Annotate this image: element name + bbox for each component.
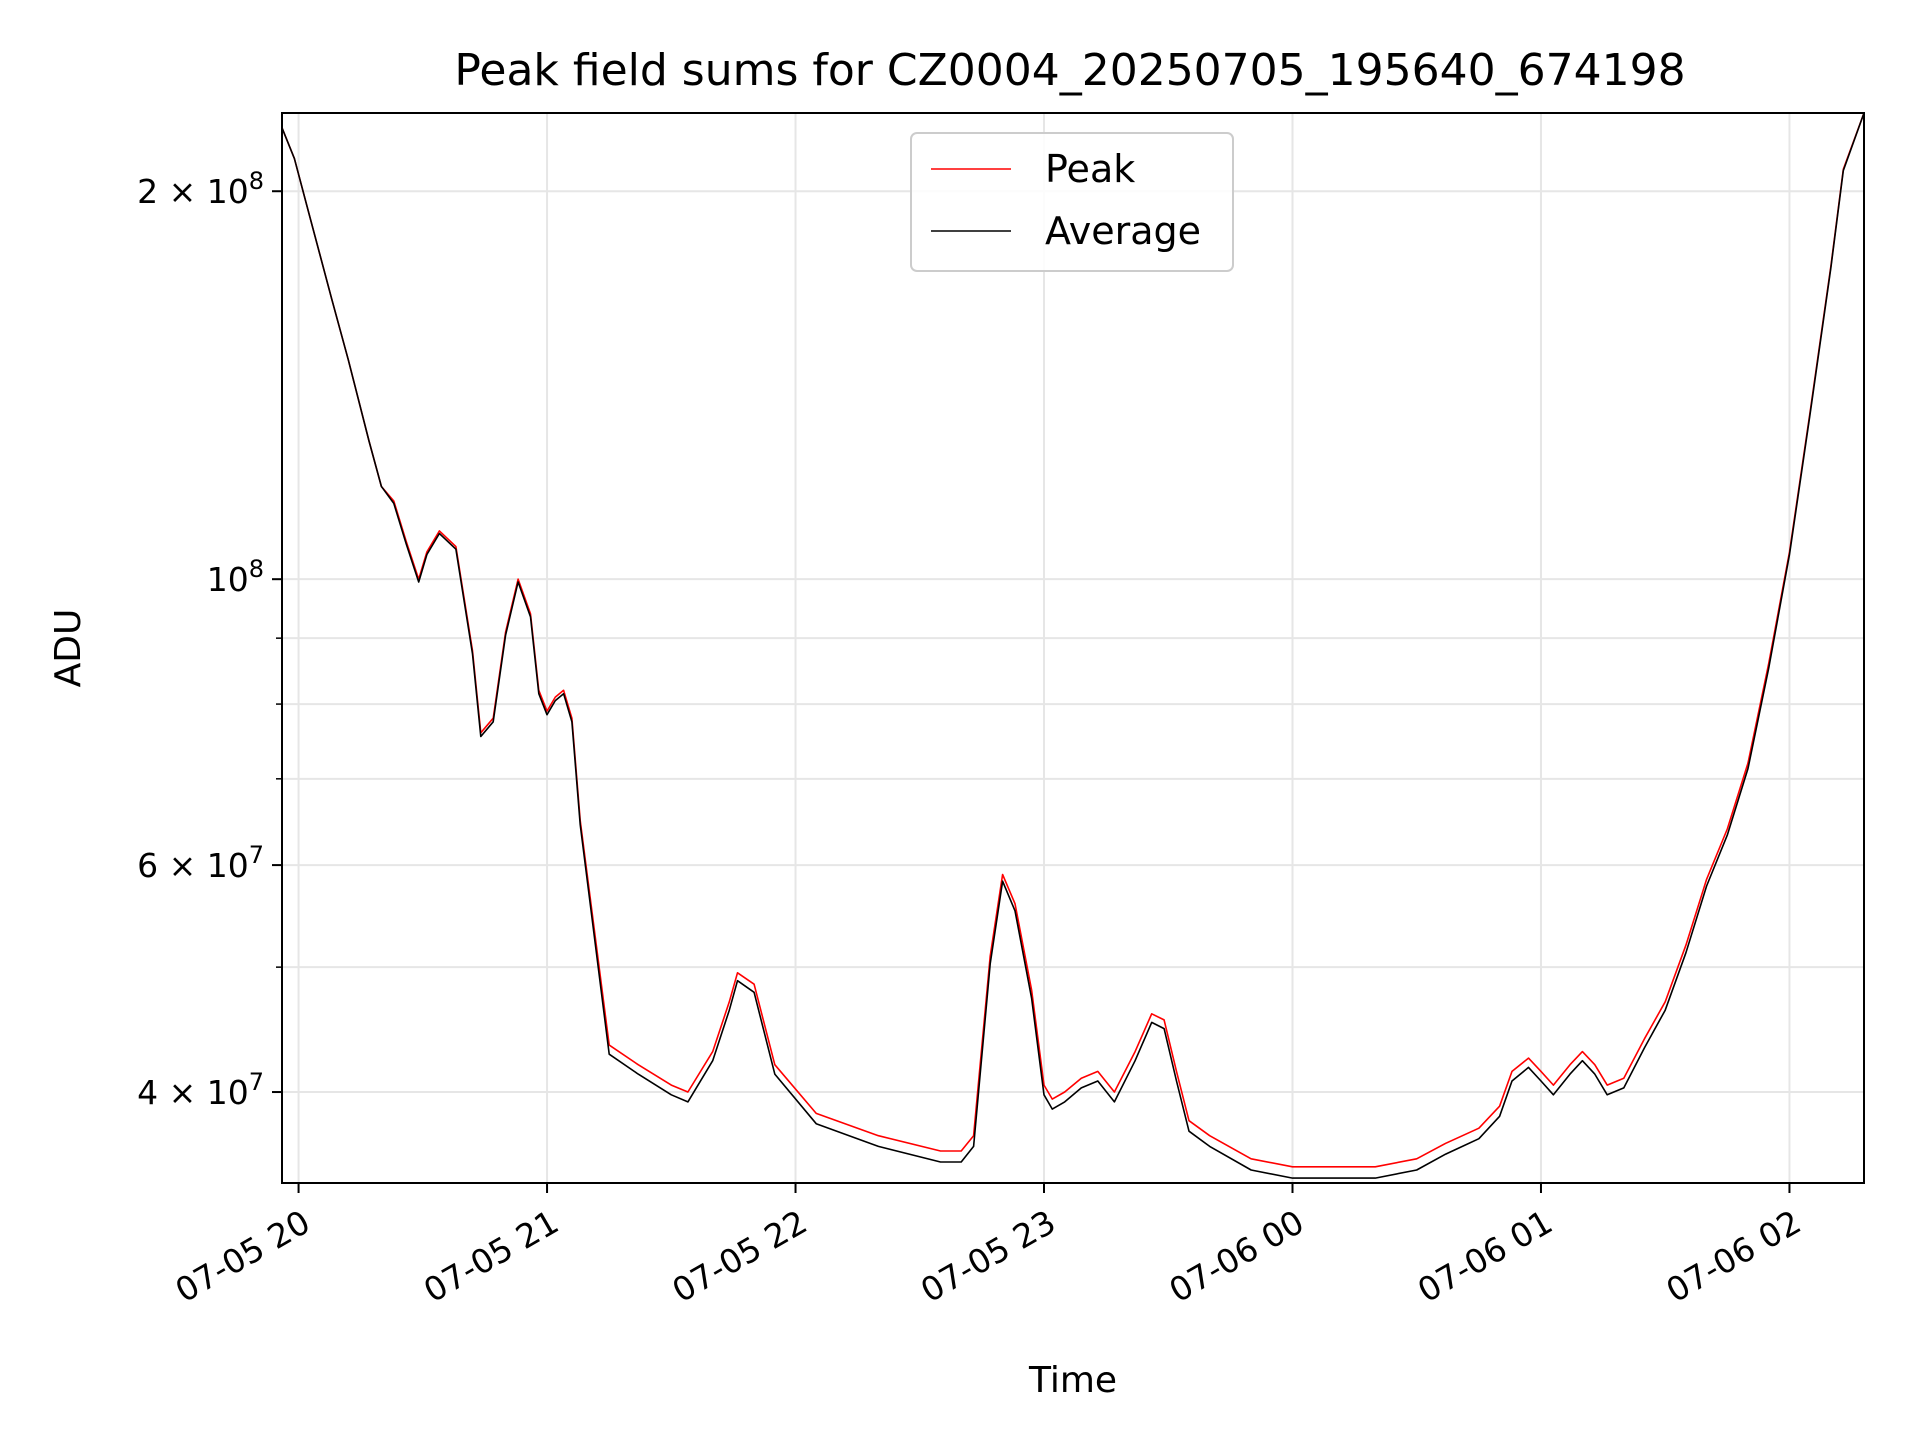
y-tick-label: 4 × 107 [137, 1068, 264, 1112]
y-tick-label: 2 × 108 [137, 167, 264, 211]
y-axis-label: ADU [48, 609, 89, 688]
chart-title: Peak field sums for CZ0004_20250705_1956… [454, 45, 1685, 96]
y-tick-label: 108 [207, 555, 264, 599]
series-lines [281, 112, 1865, 1179]
y-tick-label: 6 × 107 [137, 841, 264, 885]
x-axis-label: Time [1028, 1360, 1117, 1401]
grid-lines [282, 113, 1864, 1183]
legend-label-average: Average [1045, 209, 1201, 253]
y-axis: 2 × 108 108 6 × 107 4 × 107 [137, 167, 282, 1112]
legend: Peak Average [910, 132, 1234, 272]
plot-area-frame [281, 112, 1865, 1184]
legend-box [910, 132, 1234, 272]
series-line-average [281, 112, 1865, 1179]
legend-label-peak: Peak [1045, 147, 1135, 191]
